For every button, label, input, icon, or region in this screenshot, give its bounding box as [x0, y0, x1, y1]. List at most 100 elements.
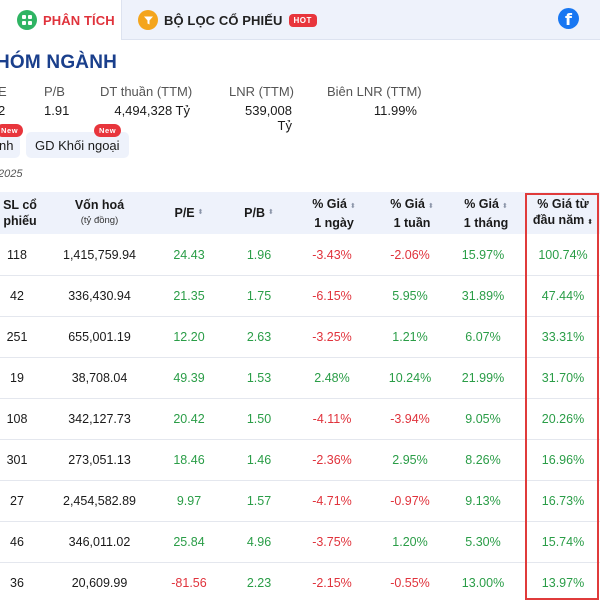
cell-sl: 36 [10, 576, 24, 590]
column-header-price-1m[interactable]: % Giá ⬍ 1 tháng [463, 196, 509, 230]
cell-sl: 301 [6, 453, 28, 467]
cell-pb: 1.57 [246, 494, 272, 508]
column-header-share-count[interactable]: SL cổ phiếu [3, 198, 37, 228]
cell-ytd: 33.31% [541, 330, 585, 344]
filter-icon [138, 10, 158, 30]
cell-m1: 9.05% [465, 412, 501, 426]
tab-analysis-label: PHÂN TÍCH [43, 12, 115, 28]
cell-m1: 5.30% [465, 535, 501, 549]
cell-pb: 2.23 [246, 576, 272, 590]
cell-sl: 27 [10, 494, 24, 508]
cell-m1: 13.00% [461, 576, 505, 590]
cell-d1: -2.15% [312, 576, 352, 590]
table-row[interactable]: 36 20,609.99 -81.56 2.23 -2.15% -0.55% 13.00% 1… [0, 563, 600, 600]
table-row[interactable]: 251 655,001.19 12.20 2.63 -3.25% 1.21% 6.07% 33… [0, 317, 600, 358]
cell-ytd: 16.96% [541, 453, 585, 467]
table-row[interactable]: 301 273,051.13 18.46 1.46 -2.36% 2.95% 8.26% 16… [0, 440, 600, 481]
cell-ytd: 31.70% [541, 371, 585, 385]
new-badge: New [0, 124, 24, 137]
table-row[interactable]: 46 346,011.02 25.84 4.96 -3.75% 1.20% 5.30% 15.… [0, 522, 600, 563]
cell-sl: 108 [6, 412, 28, 426]
cell-m1: 9.13% [465, 494, 501, 508]
metric-net-revenue: DT thuần (TTM) 4,494,328 Tỷ [100, 84, 193, 118]
cell-pb: 2.63 [246, 330, 272, 344]
column-header-price-1w[interactable]: % Giá ⬍ 1 tuần [390, 196, 434, 230]
top-nav: PHÂN TÍCH BỘ LỌC CỔ PHIẾU HOT f [0, 0, 600, 40]
tab-analysis[interactable]: PHÂN TÍCH [0, 0, 122, 40]
cell-ytd: 100.74% [538, 248, 588, 262]
cell-m1: 21.99% [461, 371, 505, 385]
cell-pb: 1.96 [246, 248, 272, 262]
cell-pe: 20.42 [173, 412, 205, 426]
sort-icon[interactable]: ⬍ [501, 202, 508, 210]
metric-profit-margin: Biên LNR (TTM) 11.99% [327, 84, 422, 118]
cell-sl: 118 [7, 248, 27, 262]
cell-d1: -6.15% [312, 289, 352, 303]
cell-d1: -3.43% [312, 248, 352, 262]
cell-ytd: 47.44% [541, 289, 585, 303]
table-row[interactable]: 19 38,708.04 49.39 1.53 2.48% 10.24% 21.99% 31.… [0, 358, 600, 399]
column-header-price-1d[interactable]: % Giá ⬍ 1 ngày [312, 196, 356, 230]
subtab-industry[interactable]: nh [0, 132, 20, 158]
facebook-icon[interactable]: f [558, 8, 579, 29]
table-row[interactable]: 42 336,430.94 21.35 1.75 -6.15% 5.95% 31.89% 47… [0, 276, 600, 317]
cell-pb: 1.53 [246, 371, 272, 385]
cell-pe: 18.46 [173, 453, 205, 467]
sort-icon[interactable]: ⬍ [197, 209, 204, 216]
sort-icon[interactable]: ⬍ [427, 202, 434, 210]
cell-vonhoa: 2,454,582.89 [63, 494, 136, 508]
table-row[interactable]: 108 342,127.73 20.42 1.50 -4.11% -3.94% 9.05% 2… [0, 399, 600, 440]
cell-pe: -81.56 [171, 576, 207, 590]
sort-icon[interactable]: ⬍ [349, 202, 356, 210]
cell-w1: 5.95% [392, 289, 428, 303]
sort-desc-icon[interactable]: ⬍ [587, 218, 594, 226]
cell-d1: -3.75% [312, 535, 352, 549]
cell-pe: 12.20 [173, 330, 205, 344]
cell-sl: 42 [10, 289, 24, 303]
cell-ytd: 16.73% [541, 494, 585, 508]
cell-d1: -4.11% [312, 412, 352, 426]
table-row[interactable]: 118 1,415,759.94 24.43 1.96 -3.43% -2.06% 15.9… [0, 235, 600, 276]
table-header [0, 192, 600, 234]
table-row[interactable]: 27 2,454,582.89 9.97 1.57 -4.71% -0.97% 9.13% 1… [0, 481, 600, 522]
hot-badge: HOT [288, 13, 317, 27]
cell-pe: 49.39 [173, 371, 205, 385]
cell-w1: -0.97% [390, 494, 430, 508]
cell-d1: -4.71% [312, 494, 352, 508]
tab-stock-filter-label: BỘ LỌC CỔ PHIẾU [164, 12, 283, 28]
cell-pb: 4.96 [246, 535, 272, 549]
column-header-pb[interactable]: P/B ⬍ [244, 206, 274, 220]
cell-d1: -3.25% [312, 330, 352, 344]
cell-vonhoa: 20,609.99 [71, 576, 128, 590]
cell-m1: 15.97% [461, 248, 505, 262]
cell-sl: 251 [6, 330, 28, 344]
date-label: 2025 [0, 168, 23, 180]
cell-w1: 2.95% [392, 453, 428, 467]
cell-vonhoa: 342,127.73 [68, 412, 131, 426]
cell-m1: 6.07% [465, 330, 501, 344]
cell-vonhoa: 1,415,759.94 [63, 248, 136, 262]
page-title: HÓM NGÀNH [0, 52, 118, 73]
tab-stock-filter[interactable]: BỘ LỌC CỔ PHIẾU HOT [136, 0, 317, 40]
column-header-pe[interactable]: P/E ⬍ [174, 206, 204, 220]
cell-pb: 1.75 [246, 289, 272, 303]
sort-icon[interactable]: ⬍ [267, 209, 274, 216]
cell-pe: 21.35 [173, 289, 205, 303]
cell-vonhoa: 336,430.94 [68, 289, 131, 303]
column-header-market-cap[interactable]: Vốn hoá (tỷ đồng) [74, 198, 125, 226]
cell-w1: -0.55% [390, 576, 430, 590]
cell-pb: 1.46 [246, 453, 272, 467]
column-header-price-ytd[interactable]: % Giá từ đầu năm ⬍ [532, 196, 594, 227]
cell-vonhoa: 655,001.19 [68, 330, 131, 344]
cell-w1: -3.94% [390, 412, 430, 426]
new-badge: New [94, 124, 122, 137]
cell-m1: 31.89% [461, 289, 505, 303]
cell-vonhoa: 38,708.04 [71, 371, 128, 385]
cell-vonhoa: 346,011.02 [68, 535, 131, 549]
cell-pb: 1.50 [246, 412, 272, 426]
cell-pe: 25.84 [173, 535, 205, 549]
metric-net-profit: LNR (TTM) 539,008 Tỷ [229, 84, 294, 133]
cell-ytd: 15.74% [541, 535, 585, 549]
cell-w1: 1.21% [392, 330, 428, 344]
cell-d1: 2.48% [314, 371, 350, 385]
